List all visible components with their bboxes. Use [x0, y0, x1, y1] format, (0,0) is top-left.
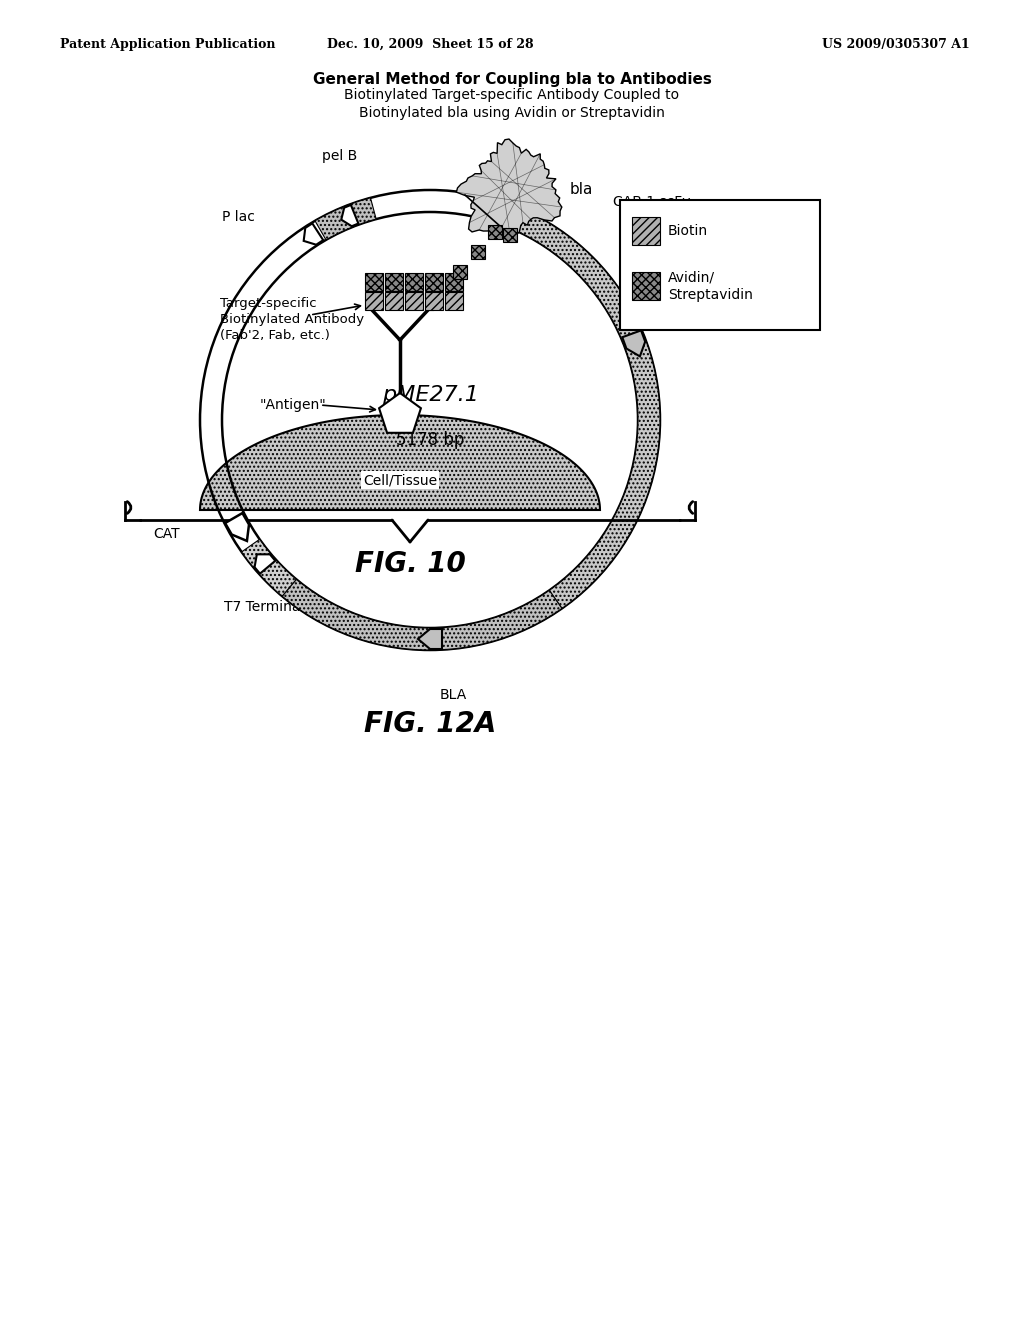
- Polygon shape: [501, 203, 660, 609]
- Text: CAB 1 scFv: CAB 1 scFv: [613, 194, 691, 209]
- Bar: [445, 273, 463, 290]
- Text: Avidin/
Streptavidin: Avidin/ Streptavidin: [668, 271, 753, 302]
- Text: Patent Application Publication: Patent Application Publication: [60, 38, 275, 51]
- Bar: [488, 224, 502, 239]
- Bar: [425, 273, 443, 290]
- Bar: [620, 201, 820, 330]
- Text: pME27.1: pME27.1: [382, 385, 478, 405]
- Polygon shape: [418, 630, 442, 649]
- Text: T7 Terminator: T7 Terminator: [224, 599, 321, 614]
- Text: pel B: pel B: [322, 149, 357, 162]
- Bar: [406, 273, 423, 290]
- Polygon shape: [225, 513, 249, 541]
- Polygon shape: [255, 554, 275, 574]
- Text: General Method for Coupling bla to Antibodies: General Method for Coupling bla to Antib…: [312, 73, 712, 87]
- Text: FIG. 12A: FIG. 12A: [364, 710, 496, 738]
- Polygon shape: [200, 414, 600, 510]
- Bar: [632, 272, 660, 300]
- Text: "Antigen": "Antigen": [260, 399, 327, 412]
- Text: Target-specific
Biotinylated Antibody
(Fab'2, Fab, etc.): Target-specific Biotinylated Antibody (F…: [220, 297, 365, 342]
- Text: bla: bla: [570, 182, 593, 198]
- Bar: [453, 265, 467, 279]
- Text: P lac: P lac: [222, 210, 255, 224]
- Text: Dec. 10, 2009  Sheet 15 of 28: Dec. 10, 2009 Sheet 15 of 28: [327, 38, 534, 51]
- Bar: [385, 292, 403, 310]
- Bar: [632, 216, 660, 246]
- Polygon shape: [304, 223, 324, 244]
- Polygon shape: [457, 139, 562, 238]
- Text: FIG. 10: FIG. 10: [354, 550, 465, 578]
- Polygon shape: [623, 330, 645, 356]
- Text: Biotin: Biotin: [668, 224, 709, 238]
- Bar: [365, 292, 383, 310]
- Bar: [445, 292, 463, 310]
- Bar: [365, 273, 383, 290]
- Polygon shape: [283, 579, 562, 649]
- Bar: [503, 228, 517, 242]
- Text: US 2009/0305307 A1: US 2009/0305307 A1: [822, 38, 970, 51]
- Text: BLA: BLA: [440, 688, 467, 702]
- Text: Biotinylated Target-specific Antibody Coupled to
Biotinylated bla using Avidin o: Biotinylated Target-specific Antibody Co…: [344, 88, 680, 120]
- Text: CAT: CAT: [154, 527, 180, 541]
- Bar: [385, 273, 403, 290]
- Polygon shape: [242, 540, 296, 597]
- Text: 5178 bp: 5178 bp: [396, 432, 464, 449]
- Bar: [471, 246, 485, 259]
- Polygon shape: [379, 393, 421, 433]
- Polygon shape: [315, 198, 376, 240]
- Text: Cell/Tissue: Cell/Tissue: [362, 473, 437, 487]
- Bar: [406, 292, 423, 310]
- Bar: [425, 292, 443, 310]
- Polygon shape: [341, 205, 358, 226]
